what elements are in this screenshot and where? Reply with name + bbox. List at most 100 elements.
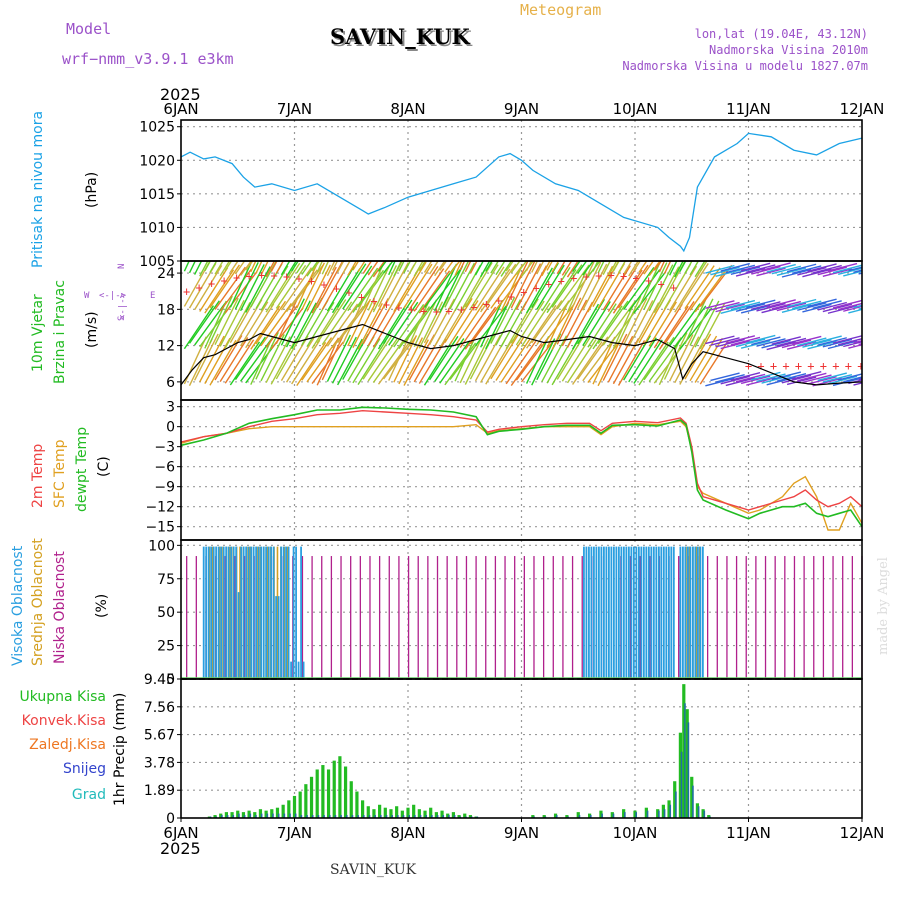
y-tick-label: 1025 <box>139 120 175 136</box>
wind-dir-marker: + <box>445 304 452 318</box>
wind-barb <box>280 267 313 311</box>
snow-precip-bar <box>555 815 558 818</box>
wind-barb <box>827 305 858 314</box>
snow-precip-bar <box>266 813 269 818</box>
wind-barb <box>792 335 822 345</box>
snow-precip-bar <box>363 815 365 818</box>
legend-frozen: Zaledj.Kisa <box>29 737 106 753</box>
total-precip-bar <box>678 732 682 818</box>
time-tick-bottom: 8JAN <box>390 824 425 842</box>
wind-barb <box>715 374 745 383</box>
wind-barb <box>372 261 386 278</box>
wind-barb <box>827 340 858 350</box>
wind-barb <box>694 261 706 278</box>
wind-barb <box>239 264 265 312</box>
wind-barb <box>209 295 233 344</box>
wind-barb <box>837 373 862 381</box>
wind-barb <box>781 374 812 384</box>
wind-barb <box>807 263 837 273</box>
time-tick-top: 8JAN <box>390 100 425 118</box>
time-tick-top: 11JAN <box>726 100 771 118</box>
time-tick-top: 12JAN <box>840 100 885 118</box>
wind-barb <box>633 339 663 384</box>
wind-barb <box>812 300 842 309</box>
wind-barb <box>725 335 756 344</box>
wind-barb <box>694 337 724 383</box>
total-precip-bar <box>309 776 314 818</box>
pressure-side-label: Pritisak na nivou mora <box>30 111 46 268</box>
wind-barb <box>480 299 504 348</box>
cloud-unit-label: (%) <box>94 594 110 618</box>
wind-barb <box>628 261 639 277</box>
wind-barb <box>219 268 252 312</box>
total-precip-bar <box>656 809 660 818</box>
wind-barb <box>817 266 847 276</box>
wind-barb <box>439 340 471 384</box>
wind-barb <box>592 261 599 272</box>
wind-barb <box>638 261 648 273</box>
wind-barb <box>525 336 550 384</box>
total-precip-bar <box>417 809 421 818</box>
wind-barb <box>756 338 786 347</box>
wind-dir-marker: + <box>333 282 340 296</box>
wind-barb <box>771 300 802 310</box>
wind-dir-marker: + <box>320 278 327 292</box>
wind-barb <box>265 267 295 313</box>
wind-barb <box>725 299 756 309</box>
wind-barb <box>725 264 756 274</box>
snow-precip-bar <box>601 813 603 818</box>
wind-barb <box>347 298 372 347</box>
wind-compass: W E N S <-|-> <-|-> <box>84 264 155 321</box>
wind-barb <box>337 261 345 273</box>
2m-temp-line <box>180 409 863 511</box>
wind-dir-marker: + <box>820 359 827 373</box>
wind-barb <box>740 262 771 272</box>
wind-barb <box>705 264 735 274</box>
wind-barb <box>648 301 677 347</box>
wind-dir-marker: + <box>258 268 265 282</box>
total-precip-bar <box>610 812 614 818</box>
credit-label: made by Angel <box>876 557 891 655</box>
wind-barb <box>638 261 662 308</box>
snow-precip-bar <box>684 703 686 818</box>
wind-dir-marker: + <box>183 284 190 298</box>
wind-barb <box>505 340 537 385</box>
wind-barb <box>459 261 466 271</box>
wind-barb <box>490 334 519 380</box>
wind-barb <box>296 341 327 386</box>
total-precip-bar <box>457 815 461 818</box>
total-precip-bar <box>224 812 228 818</box>
wind-barb <box>669 303 701 347</box>
wind-barb <box>684 265 715 310</box>
y-tick-label: 0 <box>166 420 175 436</box>
wind-dir-marker: + <box>221 273 228 287</box>
wind-barb <box>403 263 433 309</box>
compass-w: W <box>84 291 90 301</box>
wind-barb <box>577 261 602 309</box>
snow-precip-bar <box>590 815 592 818</box>
wind-barb <box>352 338 381 384</box>
compass-e: E <box>150 291 155 301</box>
wind-barb <box>587 265 614 313</box>
snow-precip-bar <box>442 815 445 818</box>
wind-barb <box>802 303 832 313</box>
wind-barb <box>449 262 476 310</box>
wind-barb <box>612 269 643 314</box>
wind-barb <box>372 302 401 348</box>
wind-barb <box>367 263 392 311</box>
total-precip-bar <box>298 791 302 818</box>
wind-barb <box>510 261 521 274</box>
wind-barb <box>260 261 269 276</box>
wind-barb <box>633 302 660 349</box>
wind-barb <box>658 337 682 386</box>
wind-barb <box>643 262 668 310</box>
wind-barb <box>658 261 666 273</box>
wind-barb <box>546 261 554 271</box>
dewpt-temp-line <box>180 406 863 528</box>
wind-barb <box>331 336 357 384</box>
wind-barb <box>454 333 478 382</box>
wind-barb <box>592 336 616 385</box>
total-precip-bar <box>406 807 410 818</box>
wind-barb <box>617 340 646 386</box>
temp-side-label-1: 2m Temp <box>30 444 46 508</box>
